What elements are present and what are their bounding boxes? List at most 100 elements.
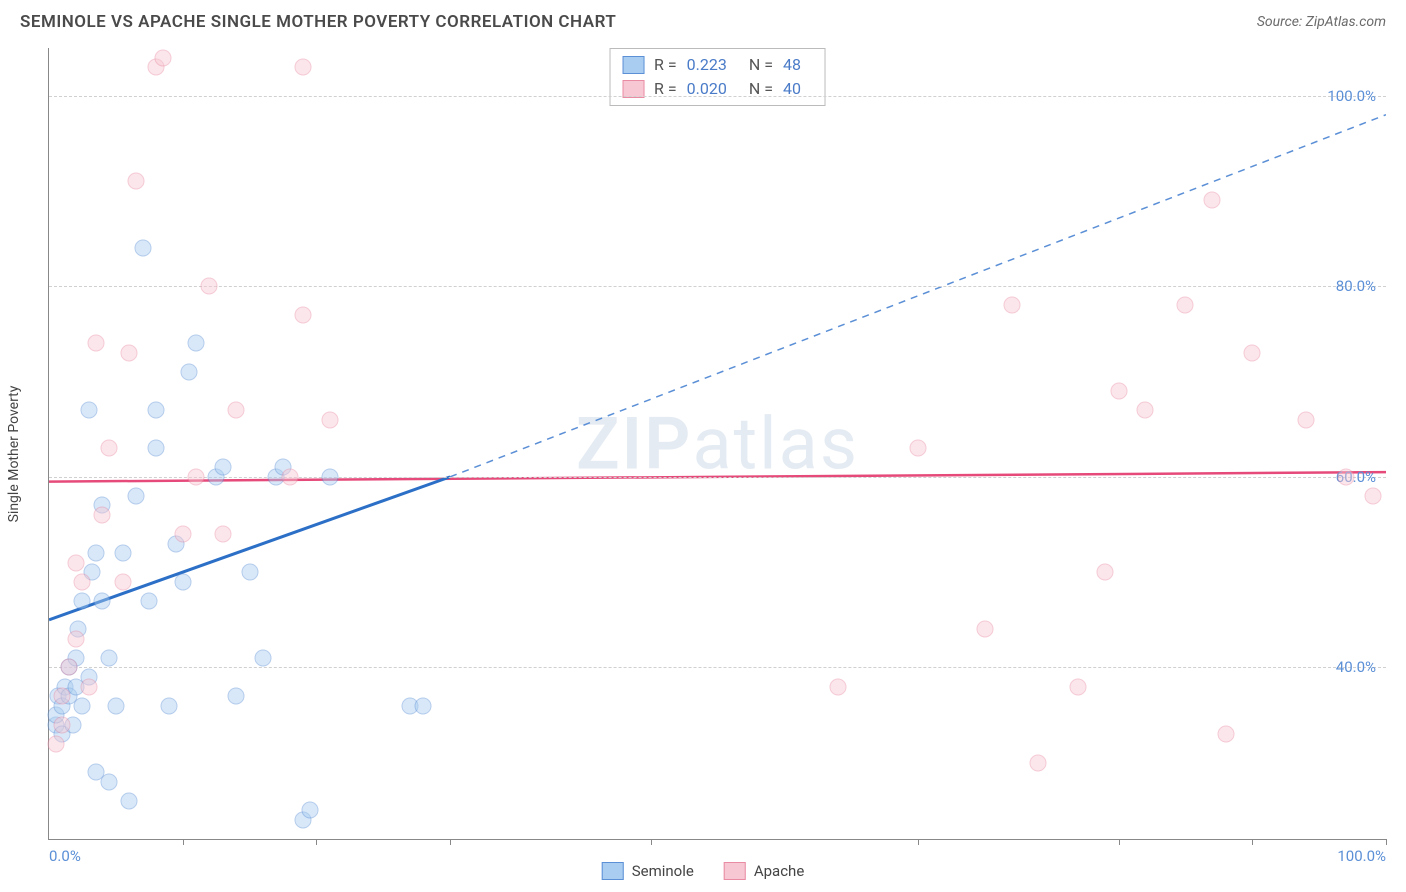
x-tick	[450, 839, 451, 845]
data-point	[114, 545, 131, 562]
legend-label: Seminole	[632, 862, 694, 880]
data-point	[228, 688, 245, 705]
x-tick	[183, 839, 184, 845]
data-point	[829, 678, 846, 695]
data-point	[295, 59, 312, 76]
scatter-chart: ZIPatlas R = 0.223 N = 48 R = 0.020 N = …	[48, 48, 1386, 840]
legend-item-seminole: Seminole	[602, 862, 694, 880]
y-tick-label: 80.0%	[1336, 277, 1376, 295]
data-point	[94, 592, 111, 609]
legend-swatch-seminole	[602, 862, 624, 880]
data-point	[174, 573, 191, 590]
data-point	[121, 792, 138, 809]
data-point	[74, 592, 91, 609]
data-point	[188, 335, 205, 352]
data-point	[87, 764, 104, 781]
trend-lines	[49, 48, 1386, 839]
data-point	[54, 716, 71, 733]
data-point	[281, 468, 298, 485]
data-point	[201, 278, 218, 295]
x-axis-min-label: 0.0%	[49, 847, 81, 865]
data-point	[254, 649, 271, 666]
data-point	[147, 440, 164, 457]
data-point	[81, 678, 98, 695]
x-tick	[1119, 839, 1120, 845]
gridline	[49, 96, 1386, 97]
data-point	[127, 487, 144, 504]
data-point	[74, 573, 91, 590]
data-point	[1110, 383, 1127, 400]
data-point	[74, 697, 91, 714]
data-point	[1244, 344, 1261, 361]
data-point	[87, 545, 104, 562]
data-point	[295, 306, 312, 323]
legend-label: Apache	[754, 862, 804, 880]
x-tick	[918, 839, 919, 845]
y-axis-label: Single Mother Poverty	[6, 386, 22, 523]
data-point	[127, 173, 144, 190]
data-point	[114, 573, 131, 590]
data-point	[1030, 754, 1047, 771]
data-point	[241, 564, 258, 581]
data-point	[1337, 468, 1354, 485]
watermark: ZIPatlas	[576, 401, 859, 486]
data-point	[415, 697, 432, 714]
data-point	[1003, 297, 1020, 314]
data-point	[81, 402, 98, 419]
data-point	[910, 440, 927, 457]
data-point	[67, 630, 84, 647]
y-tick-label: 40.0%	[1336, 658, 1376, 676]
gridline	[49, 667, 1386, 668]
x-tick	[316, 839, 317, 845]
data-point	[94, 506, 111, 523]
data-point	[1204, 192, 1221, 209]
data-point	[188, 468, 205, 485]
x-tick	[651, 839, 652, 845]
data-point	[214, 459, 231, 476]
stats-row-apache: R = 0.020 N = 40	[622, 77, 813, 101]
data-point	[976, 621, 993, 638]
chart-header: SEMINOLE VS APACHE SINGLE MOTHER POVERTY…	[0, 0, 1406, 40]
data-point	[228, 402, 245, 419]
legend-item-apache: Apache	[724, 862, 804, 880]
data-point	[1137, 402, 1154, 419]
data-point	[101, 649, 118, 666]
data-point	[1364, 487, 1381, 504]
data-point	[174, 526, 191, 543]
data-point	[54, 688, 71, 705]
data-point	[87, 335, 104, 352]
data-point	[47, 735, 64, 752]
stats-row-seminole: R = 0.223 N = 48	[622, 53, 813, 77]
legend: Seminole Apache	[602, 862, 805, 880]
stats-legend-box: R = 0.223 N = 48 R = 0.020 N = 40	[609, 48, 826, 106]
data-point	[321, 411, 338, 428]
gridline	[49, 286, 1386, 287]
data-point	[67, 554, 84, 571]
gridline	[49, 477, 1386, 478]
x-tick	[1386, 839, 1387, 845]
x-tick	[1252, 839, 1253, 845]
data-point	[1097, 564, 1114, 581]
data-point	[147, 402, 164, 419]
data-point	[107, 697, 124, 714]
data-point	[101, 440, 118, 457]
data-point	[61, 659, 78, 676]
data-point	[181, 364, 198, 381]
data-point	[141, 592, 158, 609]
x-axis-max-label: 100.0%	[1337, 847, 1386, 865]
data-point	[1217, 726, 1234, 743]
data-point	[161, 697, 178, 714]
chart-title: SEMINOLE VS APACHE SINGLE MOTHER POVERTY…	[20, 12, 616, 32]
data-point	[321, 468, 338, 485]
data-point	[134, 240, 151, 257]
data-point	[154, 49, 171, 66]
data-point	[214, 526, 231, 543]
data-point	[301, 802, 318, 819]
data-point	[1070, 678, 1087, 695]
data-point	[121, 344, 138, 361]
y-tick-label: 100.0%	[1327, 87, 1376, 105]
data-point	[1177, 297, 1194, 314]
swatch-seminole	[622, 56, 644, 74]
legend-swatch-apache	[724, 862, 746, 880]
data-point	[1297, 411, 1314, 428]
